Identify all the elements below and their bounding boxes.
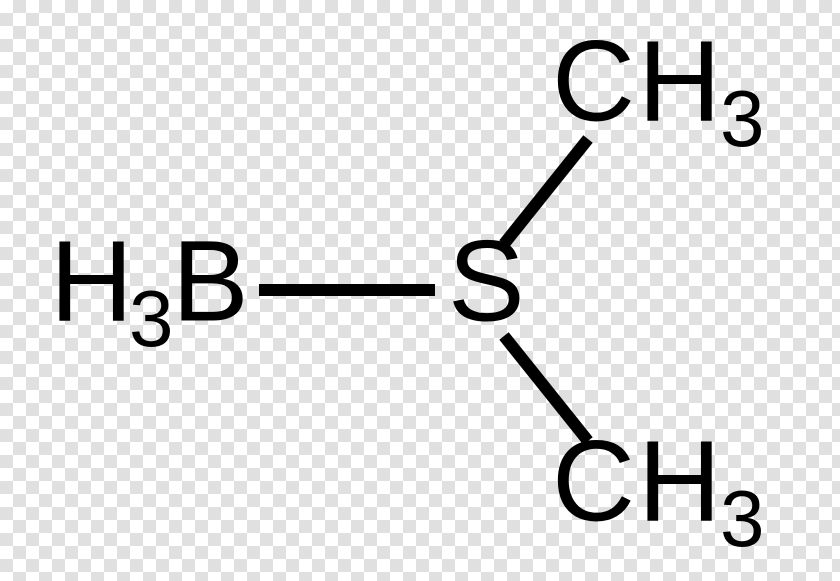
subscript-3-left: 3 <box>129 274 174 363</box>
atom-s: S <box>448 217 525 345</box>
atom-b: B <box>172 217 249 345</box>
chemical-structure-diagram: H 3 B S C H 3 C H 3 <box>0 0 840 581</box>
atom-c-top: C <box>552 17 635 145</box>
subscript-3-bot: 3 <box>720 474 765 563</box>
atom-h-bot: H <box>638 417 721 545</box>
subscript-3-top: 3 <box>720 74 765 163</box>
atom-h-top: H <box>638 17 721 145</box>
atom-c-bot: C <box>552 417 635 545</box>
atom-h-left: H <box>50 217 133 345</box>
